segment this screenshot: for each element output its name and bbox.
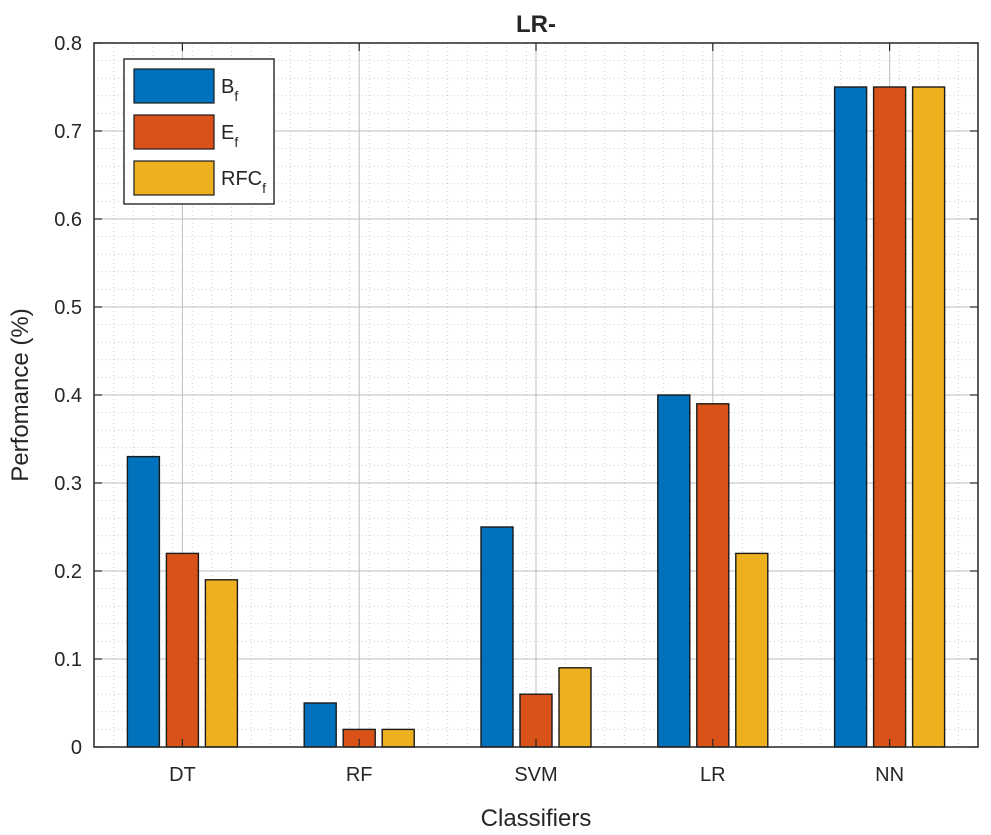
y-tick-label: 0.7 bbox=[54, 121, 82, 143]
y-tick-label: 0.5 bbox=[54, 297, 82, 319]
bars bbox=[126, 86, 946, 748]
y-tick-label: 0.3 bbox=[54, 473, 82, 495]
legend-swatch bbox=[133, 160, 215, 196]
y-tick-label: 0 bbox=[71, 737, 82, 759]
y-tick-label: 0.8 bbox=[54, 33, 82, 55]
bar-e-svm bbox=[519, 693, 553, 748]
legend-swatch bbox=[133, 114, 215, 150]
x-tick-label: RF bbox=[346, 764, 373, 786]
bar-rfc-rf bbox=[381, 728, 415, 748]
bar-rfc-nn bbox=[911, 86, 946, 748]
bar-b-lr bbox=[657, 394, 691, 748]
axis-ticks: 0 0.1 0.2 0.3 0.4 0.5 0.6 0.7 0.8 DT RF SVM LR NN bbox=[54, 33, 978, 786]
y-axis-label: Perfomance (%) bbox=[7, 308, 34, 481]
x-tick-label: DT bbox=[169, 764, 196, 786]
y-tick-label: 0.6 bbox=[54, 209, 82, 231]
bar-b-dt bbox=[126, 455, 161, 748]
chart-title: LR- bbox=[516, 11, 556, 38]
bar-rfc-lr bbox=[735, 552, 769, 748]
y-tick-label: 0.1 bbox=[54, 649, 82, 671]
bar-b-svm bbox=[480, 526, 514, 748]
bar-rfc-dt bbox=[204, 579, 239, 748]
y-tick-label: 0.4 bbox=[54, 385, 82, 407]
bar-rfc-svm bbox=[558, 667, 592, 748]
grid bbox=[94, 43, 978, 747]
legend-label: Bf bbox=[221, 76, 238, 104]
x-tick-label: SVM bbox=[514, 764, 557, 786]
legend-label: Ef bbox=[221, 122, 238, 150]
x-axis-label: Classifiers bbox=[481, 805, 592, 832]
bar-e-dt bbox=[165, 552, 200, 748]
bar-e-lr bbox=[696, 403, 730, 748]
x-tick-label: NN bbox=[875, 764, 904, 786]
bar-b-nn bbox=[833, 86, 868, 748]
x-tick-label: LR bbox=[700, 764, 726, 786]
y-tick-label: 0.2 bbox=[54, 561, 82, 583]
bar-e-nn bbox=[872, 86, 907, 748]
bar-b-rf bbox=[303, 702, 337, 748]
legend-swatch bbox=[133, 68, 215, 104]
